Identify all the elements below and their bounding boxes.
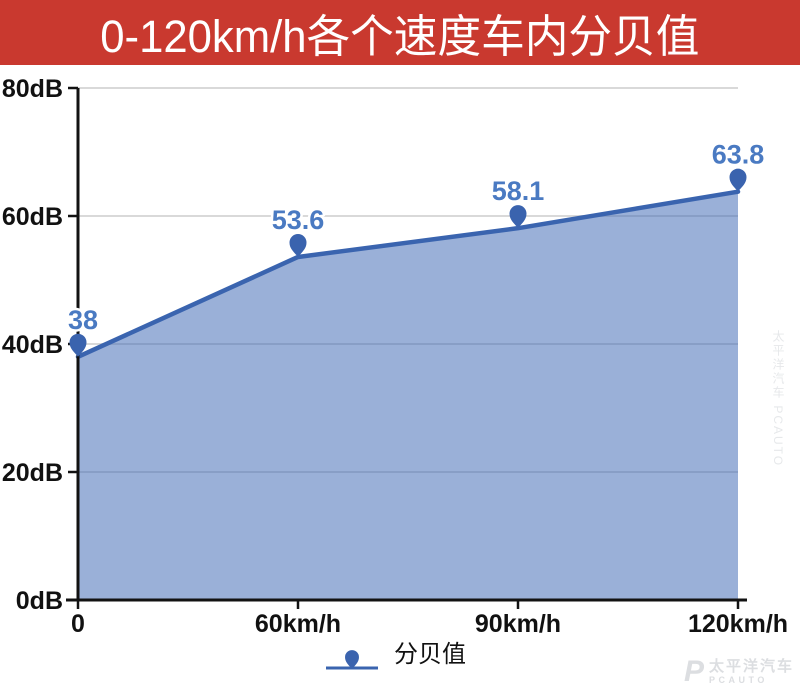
data-point-pin-marker (289, 233, 307, 257)
legend-pin-icon (345, 650, 359, 669)
title-banner: 0-120km/h各个速度车内分贝值 (0, 0, 800, 65)
pcauto-logo-icon: P (683, 655, 704, 688)
y-axis-tick-label: 80dB (2, 75, 63, 103)
x-axis-tick-label: 0 (71, 610, 85, 638)
y-axis-tick-label: 40dB (2, 331, 63, 359)
data-point-label: 53.6 (272, 205, 325, 235)
brand-watermark-subtext: PCAUTO (708, 675, 768, 685)
page-title: 0-120km/h各个速度车内分贝值 (100, 11, 700, 62)
brand-watermark: P 太平洋汽车 PCAUTO (684, 657, 794, 687)
x-axis-tick-label: 90km/h (475, 610, 561, 638)
legend-pin-marker-icon (326, 650, 378, 670)
legend-label: 分贝值 (394, 641, 466, 668)
x-axis-tick-label: 120km/h (688, 610, 788, 638)
data-point-label: 38 (68, 305, 98, 335)
data-point-pin-marker (509, 205, 527, 229)
y-axis-tick-label: 20dB (2, 459, 63, 487)
legend[interactable]: 分贝值 (324, 638, 466, 672)
brand-watermark-text: 太平洋汽车 (708, 658, 794, 675)
x-axis-tick-label: 60km/h (255, 610, 341, 638)
side-watermark: 太平洋汽车 PCAUTO (771, 330, 785, 468)
area-series-fill (78, 191, 738, 600)
series-line (75, 189, 741, 360)
data-point-pin-marker (729, 168, 747, 192)
data-point-label: 58.1 (492, 176, 545, 206)
data-point-pin-marker (69, 333, 87, 357)
y-axis-tick-label: 60dB (2, 203, 63, 231)
y-axis-tick-label: 0dB (16, 587, 63, 615)
data-point-label: 63.8 (712, 140, 765, 170)
